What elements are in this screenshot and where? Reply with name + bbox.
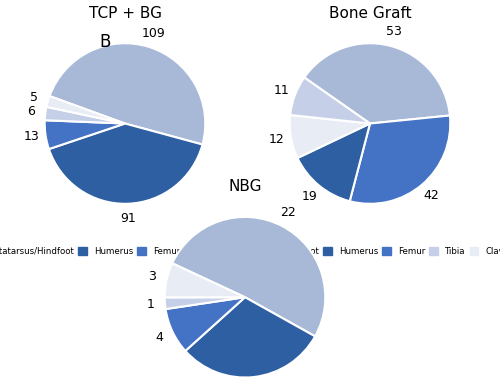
Wedge shape (172, 217, 326, 336)
Wedge shape (350, 115, 450, 204)
Text: 22: 22 (280, 207, 296, 219)
Text: 19: 19 (302, 190, 318, 203)
Wedge shape (164, 297, 245, 309)
Text: 42: 42 (424, 189, 440, 202)
Text: 109: 109 (142, 27, 166, 40)
Wedge shape (44, 120, 125, 149)
Wedge shape (166, 297, 245, 351)
Text: 53: 53 (386, 25, 402, 38)
Text: 12: 12 (268, 133, 284, 146)
Legend: Metatarsus/Hindfoot, Humerus, Femur, Tibia, Clavicule: Metatarsus/Hindfoot, Humerus, Femur, Tib… (213, 244, 500, 258)
Wedge shape (304, 43, 450, 124)
Legend: Metatarsus/Hindfoot, Humerus, Femur, Tibia, Clavicule: Metatarsus/Hindfoot, Humerus, Femur, Tib… (0, 244, 282, 258)
Text: 5: 5 (30, 91, 38, 104)
Wedge shape (45, 107, 125, 124)
Wedge shape (186, 297, 315, 378)
Title: TCP + BG: TCP + BG (88, 6, 162, 20)
Wedge shape (290, 78, 370, 124)
Text: 91: 91 (120, 212, 136, 225)
Text: 1: 1 (146, 298, 154, 311)
Title: NBG: NBG (228, 179, 262, 194)
Wedge shape (298, 124, 370, 201)
Wedge shape (46, 96, 125, 124)
Wedge shape (164, 263, 245, 297)
Wedge shape (290, 115, 370, 158)
Wedge shape (49, 124, 203, 204)
Text: 4: 4 (156, 331, 163, 344)
Text: 13: 13 (24, 130, 39, 144)
Text: 3: 3 (148, 270, 156, 283)
Title: Bone Graft: Bone Graft (328, 6, 411, 20)
Wedge shape (50, 43, 205, 144)
Text: 13: 13 (248, 385, 264, 386)
Text: 6: 6 (27, 105, 35, 118)
Text: B: B (99, 33, 110, 51)
Text: 11: 11 (274, 84, 289, 97)
